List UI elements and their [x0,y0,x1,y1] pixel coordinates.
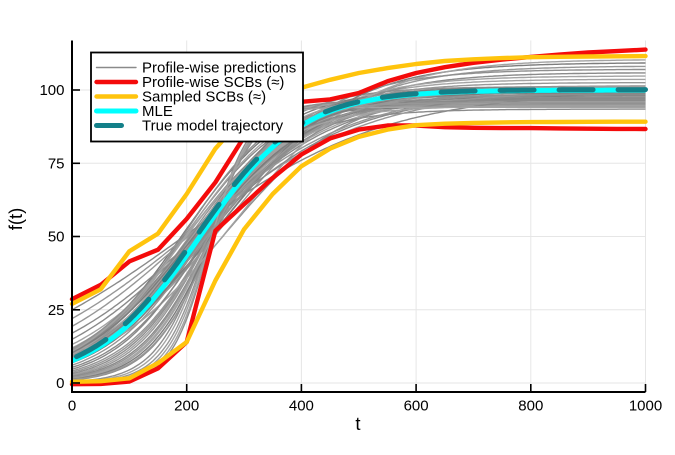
svg-text:100: 100 [39,82,64,99]
svg-text:75: 75 [48,156,65,173]
svg-text:400: 400 [289,398,314,415]
svg-text:600: 600 [404,398,429,415]
svg-text:t: t [355,413,360,434]
svg-text:Profile-wise predictions: Profile-wise predictions [142,60,296,77]
svg-text:800: 800 [518,398,543,415]
svg-text:0: 0 [68,398,76,415]
svg-text:25: 25 [48,302,65,319]
svg-text:1000: 1000 [629,398,662,415]
svg-text:MLE: MLE [142,103,173,120]
svg-text:Profile-wise SCBs (≈): Profile-wise SCBs (≈) [142,74,284,91]
svg-text:True model trajectory: True model trajectory [142,118,284,135]
svg-text:200: 200 [174,398,199,415]
svg-text:f(t): f(t) [5,208,26,231]
svg-text:0: 0 [56,375,64,392]
svg-text:Sampled SCBs (≈): Sampled SCBs (≈) [142,89,266,106]
svg-text:50: 50 [48,229,65,246]
